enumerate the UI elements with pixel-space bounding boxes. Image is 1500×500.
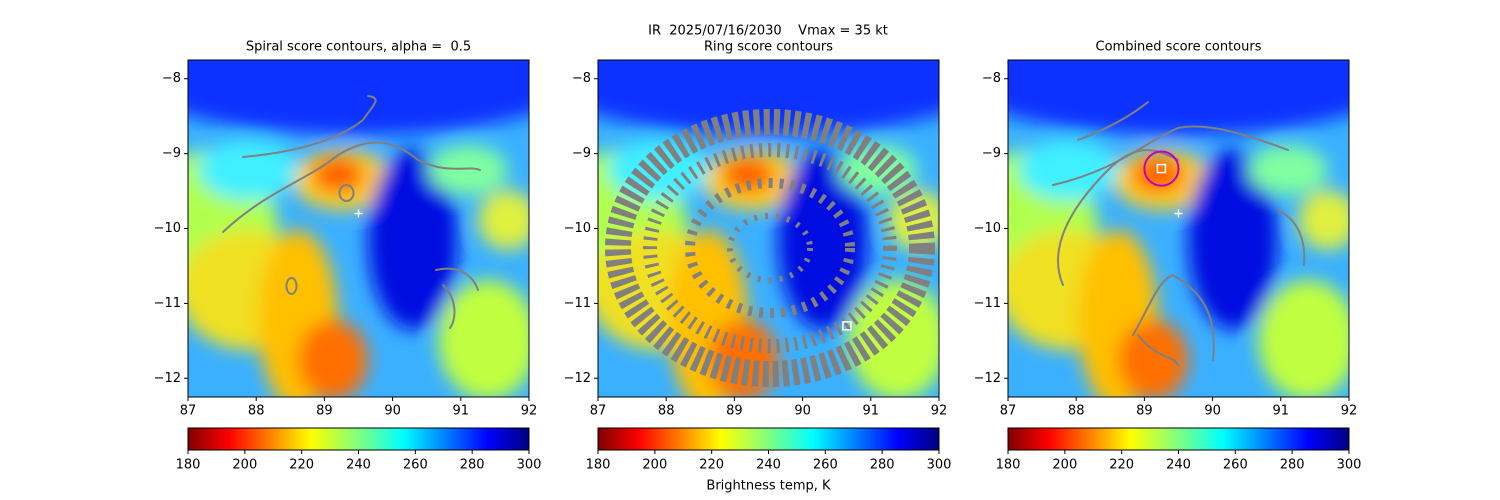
x-tick-label: 88 xyxy=(1068,404,1085,419)
best-marker xyxy=(1156,163,1167,174)
best-circle xyxy=(1143,150,1180,187)
x-tick-label: 88 xyxy=(248,404,265,419)
x-tick-label: 92 xyxy=(931,404,948,419)
x-tick-label: 91 xyxy=(863,404,880,419)
colorbar-tick-label: 220 xyxy=(699,458,724,473)
colorbar-tick-label: 260 xyxy=(403,458,428,473)
colorbar-tick-label: 280 xyxy=(870,458,895,473)
colorbar-tick-label: 180 xyxy=(176,458,201,473)
x-tick-label: 88 xyxy=(658,404,675,419)
colorbar-tick-label: 300 xyxy=(927,458,952,473)
x-tick-label: 90 xyxy=(794,404,811,419)
x-tick-label: 90 xyxy=(384,404,401,419)
x-tick-label: 89 xyxy=(1136,404,1153,419)
x-tick-label: 92 xyxy=(1341,404,1358,419)
colorbar-tick-label: 220 xyxy=(289,458,314,473)
x-tick-label: 89 xyxy=(316,404,333,419)
y-tick-label: −10 xyxy=(154,221,181,236)
y-tick-label: −10 xyxy=(974,221,1001,236)
y-tick-label: −8 xyxy=(982,71,1001,86)
colorbar-tick-label: 180 xyxy=(996,458,1021,473)
y-tick-label: −9 xyxy=(982,146,1001,161)
panel-image xyxy=(548,25,988,417)
y-tick-label: −11 xyxy=(154,296,181,311)
colorbar-tick-label: 200 xyxy=(232,458,257,473)
panel-image xyxy=(958,25,1398,417)
colorbar-tick-label: 280 xyxy=(1280,458,1305,473)
y-tick-label: −9 xyxy=(572,146,591,161)
colorbar-tick-label: 200 xyxy=(1052,458,1077,473)
colorbar-tick-label: 200 xyxy=(642,458,667,473)
colorbar-tick-label: 300 xyxy=(1337,458,1362,473)
panel-title: Ring score contours xyxy=(704,40,833,55)
colorbar-tick-label: 240 xyxy=(756,458,781,473)
best-marker xyxy=(842,321,852,331)
y-tick-label: −12 xyxy=(154,371,181,386)
x-tick-label: 92 xyxy=(521,404,538,419)
x-tick-label: 90 xyxy=(1204,404,1221,419)
x-tick-label: 87 xyxy=(590,404,607,419)
x-tick-label: 87 xyxy=(1000,404,1017,419)
x-tick-label: 91 xyxy=(453,404,470,419)
colorbar-tick-label: 240 xyxy=(346,458,371,473)
colorbar-tick-label: 280 xyxy=(460,458,485,473)
y-tick-label: −9 xyxy=(162,146,181,161)
colorbar xyxy=(187,427,530,451)
y-tick-label: −12 xyxy=(564,371,591,386)
colorbar-tick-label: 220 xyxy=(1109,458,1134,473)
colorbar xyxy=(1007,427,1350,451)
x-tick-label: 91 xyxy=(1273,404,1290,419)
panel-title: Spiral score contours, alpha = 0.5 xyxy=(246,40,471,55)
colorbar-tick-label: 180 xyxy=(586,458,611,473)
suptitle: IR 2025/07/16/2030 Vmax = 35 kt xyxy=(648,24,888,39)
colorbar-tick-label: 300 xyxy=(517,458,542,473)
colorbar-tick-label: 260 xyxy=(813,458,838,473)
y-tick-label: −12 xyxy=(974,371,1001,386)
panel-image xyxy=(138,25,578,417)
y-tick-label: −8 xyxy=(572,71,591,86)
colorbar xyxy=(597,427,940,451)
y-tick-label: −10 xyxy=(564,221,591,236)
x-tick-label: 87 xyxy=(180,404,197,419)
colorbar-label: Brightness temp, K xyxy=(706,479,831,494)
y-tick-label: −8 xyxy=(162,71,181,86)
colorbar-tick-label: 260 xyxy=(1223,458,1248,473)
center-marker xyxy=(1174,209,1183,218)
center-marker xyxy=(354,209,363,218)
colorbar-tick-label: 240 xyxy=(1166,458,1191,473)
y-tick-label: −11 xyxy=(564,296,591,311)
x-tick-label: 89 xyxy=(726,404,743,419)
panel-title: Combined score contours xyxy=(1096,40,1262,55)
y-tick-label: −11 xyxy=(974,296,1001,311)
